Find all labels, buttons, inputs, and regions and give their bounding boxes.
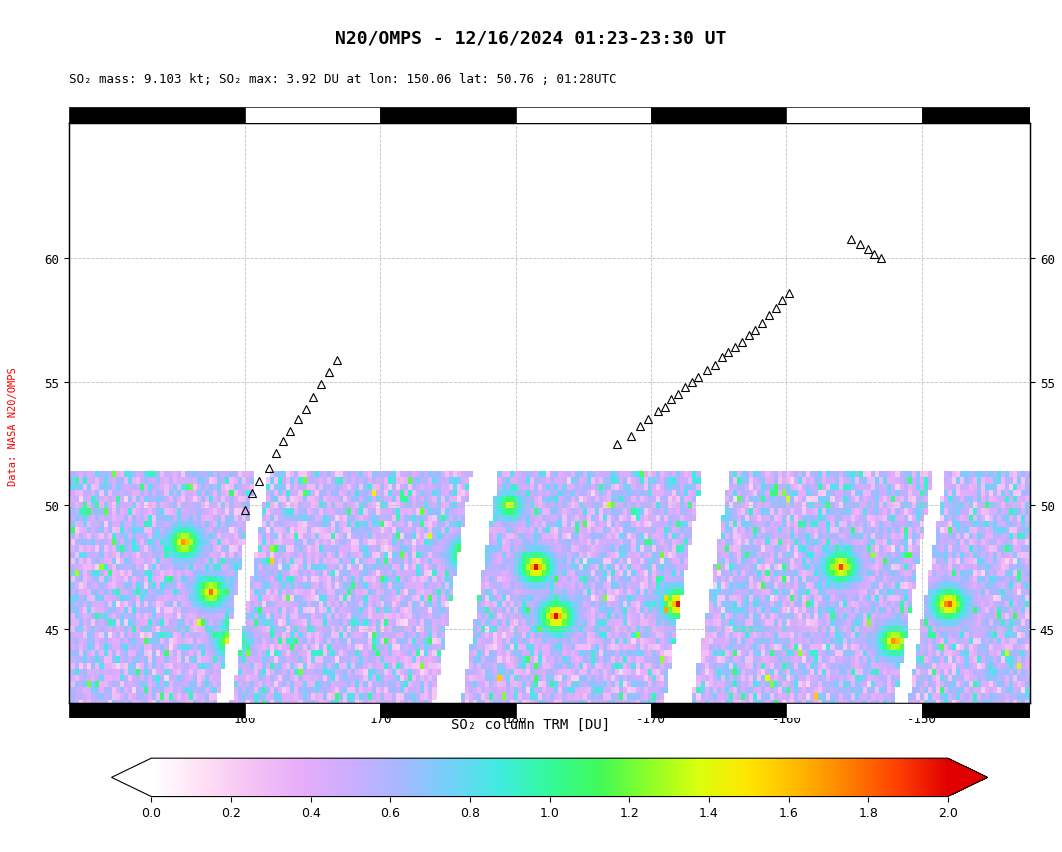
Bar (651, 703, 787, 718)
Bar (651, 108, 787, 124)
Bar (69, 703, 245, 718)
PathPatch shape (947, 758, 988, 797)
Bar (245, 703, 380, 718)
Bar (380, 703, 516, 718)
Text: SO₂ column TRM [DU]: SO₂ column TRM [DU] (451, 717, 611, 731)
Bar (69, 108, 245, 124)
Text: N20/OMPS - 12/16/2024 01:23-23:30 UT: N20/OMPS - 12/16/2024 01:23-23:30 UT (336, 30, 726, 48)
Bar (787, 108, 922, 124)
Bar (516, 108, 651, 124)
PathPatch shape (112, 758, 151, 797)
Bar (787, 703, 922, 718)
Bar (245, 108, 380, 124)
Bar (380, 108, 516, 124)
Bar (922, 108, 1030, 124)
Bar (922, 703, 1030, 718)
Text: Data: NASA N20/OMPS: Data: NASA N20/OMPS (7, 366, 18, 486)
Text: SO₂ mass: 9.103 kt; SO₂ max: 3.92 DU at lon: 150.06 lat: 50.76 ; 01:28UTC: SO₂ mass: 9.103 kt; SO₂ max: 3.92 DU at … (69, 72, 617, 85)
Bar (516, 703, 651, 718)
